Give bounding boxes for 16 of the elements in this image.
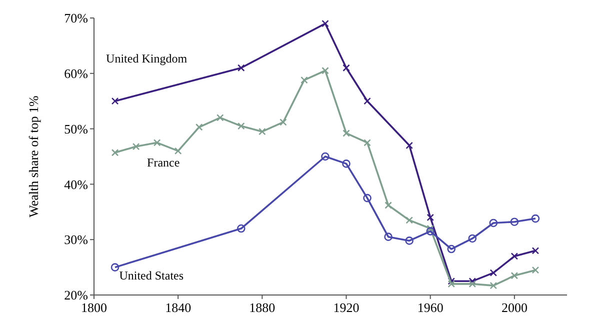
x-tick-label: 1880 bbox=[249, 300, 276, 315]
y-tick-label: 40% bbox=[64, 176, 88, 192]
y-tick-label: 30% bbox=[64, 232, 88, 248]
x-tick-label: 1960 bbox=[417, 300, 444, 315]
y-tick-label: 20% bbox=[64, 288, 88, 303]
series-label: United States bbox=[119, 268, 184, 282]
x-tick-label: 1920 bbox=[333, 300, 360, 315]
series-label: United Kingdom bbox=[106, 51, 188, 66]
y-tick-label: 50% bbox=[64, 121, 88, 136]
x-tick-label: 2000 bbox=[501, 300, 528, 315]
y-tick-label: 60% bbox=[64, 66, 88, 81]
series-label: France bbox=[147, 155, 180, 170]
x-tick-label: 1800 bbox=[81, 300, 107, 315]
x-tick-label: 1840 bbox=[165, 300, 192, 315]
y-tick-label: 70% bbox=[64, 10, 88, 26]
y-axis-title: Wealth share of top 1% bbox=[26, 95, 41, 218]
